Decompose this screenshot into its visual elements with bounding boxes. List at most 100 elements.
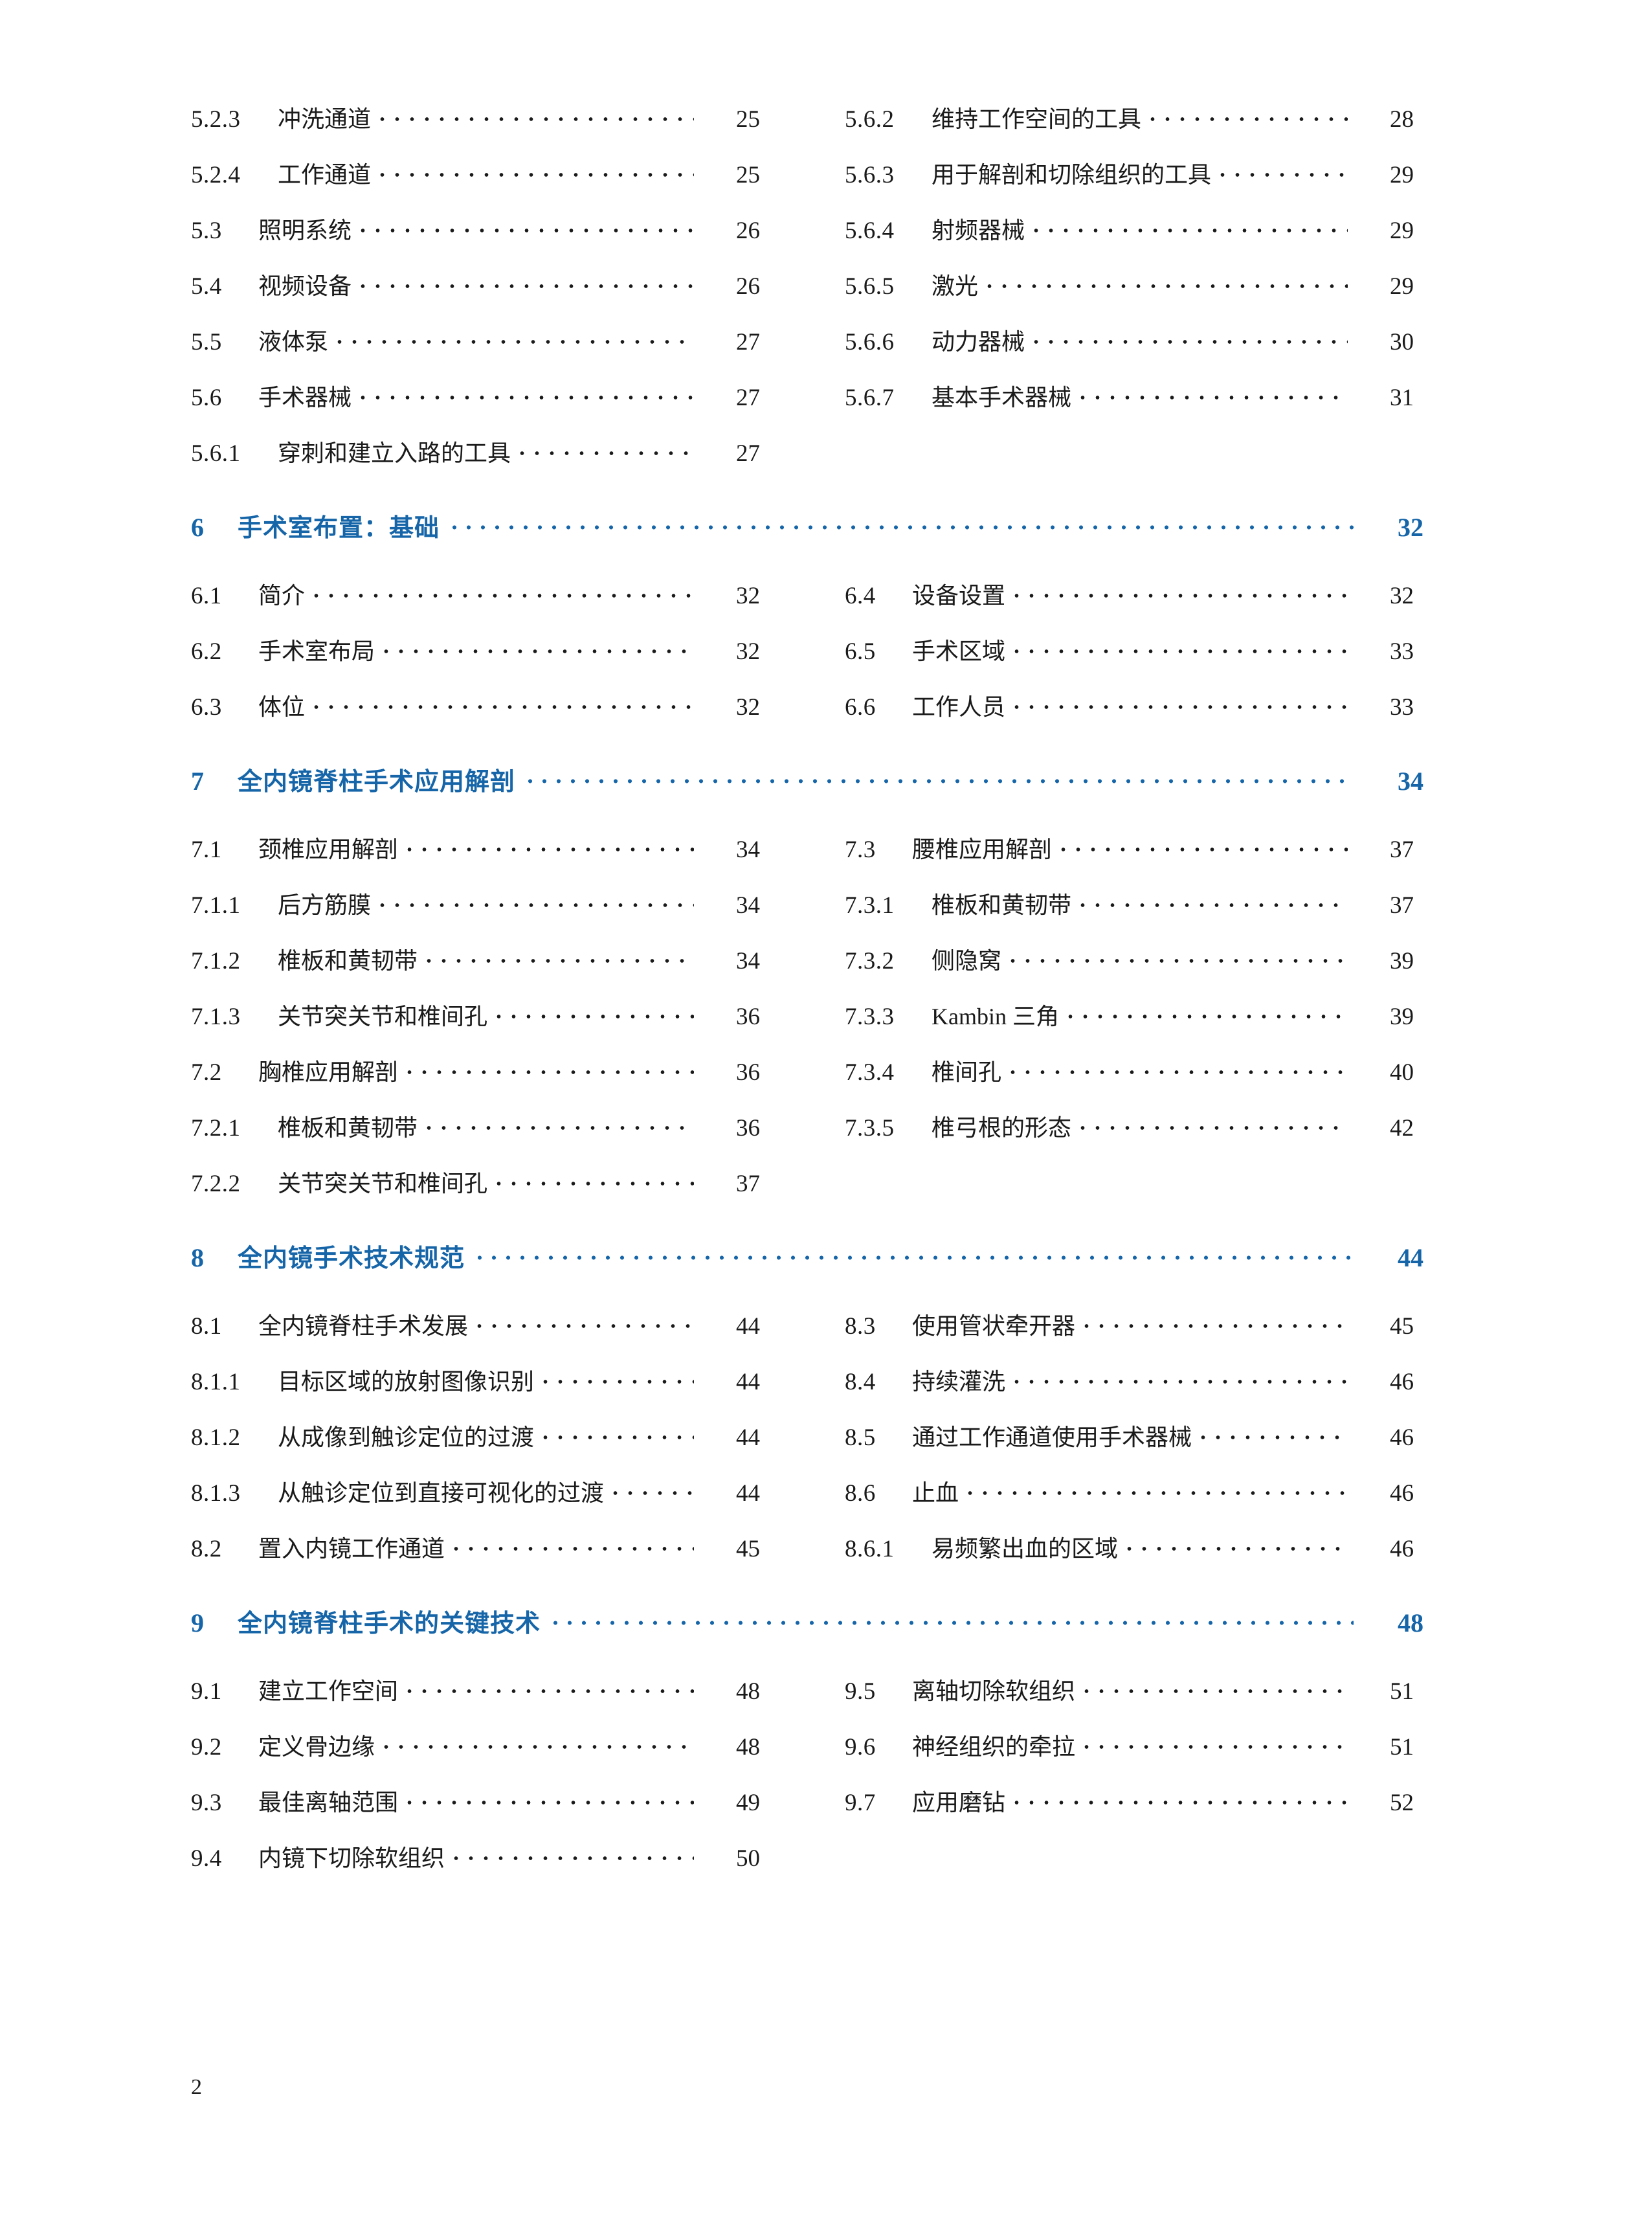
toc-block-chapter-9: 9 全内镜脊柱手术的关键技术 48 9.1 建立工作空间 48 9.5 离轴切除软组织 51 9.… — [191, 1603, 1427, 1898]
toc-entry[interactable]: 5.6.7 基本手术器械 31 — [845, 382, 1418, 438]
column-spacer — [764, 580, 845, 636]
dot-leader — [1009, 1787, 1348, 1810]
entry-number: 7.3.2 — [845, 948, 895, 974]
toc-entry[interactable]: 9.7 应用磨钻 52 — [845, 1787, 1418, 1843]
toc-entry[interactable]: 7.3.5 椎弓根的形态 42 — [845, 1112, 1418, 1168]
entry-number: 5.4 — [191, 273, 222, 300]
dot-leader — [1056, 834, 1348, 857]
toc-entry[interactable]: 5.6.5 激光 29 — [845, 271, 1418, 326]
entry-page-number: 46 — [1390, 1424, 1414, 1451]
toc-entry[interactable]: 5.2.4 工作通道 25 — [191, 159, 764, 215]
toc-entry[interactable]: 5.5 液体泵 27 — [191, 326, 764, 382]
column-spacer — [764, 1731, 845, 1787]
column-spacer — [1418, 636, 1499, 691]
toc-entry[interactable]: 7.3 腰椎应用解剖 37 — [845, 834, 1418, 890]
toc-entry[interactable]: 8.6.1 易频繁出血的区域 46 — [845, 1533, 1418, 1589]
toc-entry[interactable]: 9.3 最佳离轴范围 49 — [191, 1787, 764, 1843]
toc-entry[interactable]: 6.4 设备设置 32 — [845, 580, 1418, 636]
dot-leader — [1009, 636, 1348, 659]
toc-entry[interactable]: 5.6.2 维持工作空间的工具 28 — [845, 104, 1418, 159]
toc-entry[interactable]: 5.6.3 用于解剖和切除组织的工具 29 — [845, 159, 1418, 215]
toc-entry[interactable]: 9.1 建立工作空间 48 — [191, 1676, 764, 1731]
entry-title: 易频繁出血的区域 — [932, 1536, 1119, 1562]
toc-entry[interactable]: 8.6 止血 46 — [845, 1478, 1418, 1533]
column-spacer — [1418, 215, 1499, 271]
entry-number: 6.5 — [845, 638, 876, 665]
entry-page-number: 27 — [736, 329, 760, 355]
toc-block-chapter-5-continued: 5.2.3 冲洗通道 25 5.6.2 维持工作空间的工具 28 5.2.4 工作通道 25 5.… — [191, 104, 1427, 493]
toc-entry[interactable]: 7.3.2 侧隐窝 39 — [845, 945, 1418, 1001]
column-spacer — [1418, 382, 1499, 438]
toc-entry[interactable]: 7.2.1 椎板和黄韧带 36 — [191, 1112, 764, 1168]
toc-entry[interactable]: 5.6.1 穿刺和建立入路的工具 27 — [191, 438, 764, 493]
dot-leader — [608, 1478, 694, 1501]
dot-leader — [309, 580, 694, 603]
toc-entry[interactable]: 9.4 内镜下切除软组织 50 — [191, 1843, 764, 1898]
toc-entry[interactable]: 5.6.6 动力器械 30 — [845, 326, 1418, 382]
entry-title: 基本手术器械 — [932, 385, 1072, 411]
toc-entry-grid: 9.1 建立工作空间 48 9.5 离轴切除软组织 51 9.2 定义骨边缘 48 9.6 神经组织… — [191, 1676, 1427, 1898]
toc-entry[interactable]: 6.1 简介 32 — [191, 580, 764, 636]
toc-entry[interactable]: 9.5 离轴切除软组织 51 — [845, 1676, 1418, 1731]
toc-entry[interactable]: 8.5 通过工作通道使用手术器械 46 — [845, 1422, 1418, 1478]
column-spacer — [1418, 1731, 1499, 1787]
toc-entry[interactable]: 7.3.4 椎间孔 40 — [845, 1057, 1418, 1112]
entry-title: 腰椎应用解剖 — [912, 837, 1053, 863]
toc-entry[interactable]: 7.2 胸椎应用解剖 36 — [191, 1057, 764, 1112]
chapter-heading[interactable]: 6 手术室布置：基础 32 — [191, 508, 1427, 570]
toc-entry[interactable]: 9.6 神经组织的牵拉 51 — [845, 1731, 1418, 1787]
entry-number: 7.1.3 — [191, 1004, 241, 1030]
toc-entry[interactable]: 8.2 置入内镜工作通道 45 — [191, 1533, 764, 1589]
toc-entry[interactable]: 7.2.2 关节突关节和椎间孔 37 — [191, 1168, 764, 1224]
entry-page-number: 36 — [736, 1115, 760, 1141]
entry-title: 颈椎应用解剖 — [258, 837, 399, 863]
entry-number: 7.3.4 — [845, 1059, 895, 1086]
toc-entry[interactable]: 6.5 手术区域 33 — [845, 636, 1418, 691]
chapter-title: 全内镜脊柱手术的关键技术 — [238, 1609, 541, 1637]
toc-entry[interactable]: 8.4 持续灌洗 46 — [845, 1366, 1418, 1422]
entry-page-number: 29 — [1390, 273, 1414, 300]
toc-entry[interactable]: 6.6 工作人员 33 — [845, 691, 1418, 747]
toc-entry[interactable]: 8.1.2 从成像到触诊定位的过渡 44 — [191, 1422, 764, 1478]
entry-page-number: 31 — [1390, 385, 1414, 411]
toc-entry[interactable]: 7.1.3 关节突关节和椎间孔 36 — [191, 1001, 764, 1057]
toc-entry[interactable]: 9.2 定义骨边缘 48 — [191, 1731, 764, 1787]
toc-entry[interactable]: 8.1 全内镜脊柱手术发展 44 — [191, 1310, 764, 1366]
entry-number: 8.2 — [191, 1536, 222, 1562]
dot-leader — [355, 382, 694, 405]
entry-page-number: 46 — [1390, 1536, 1414, 1562]
entry-number: 5.6.7 — [845, 385, 895, 411]
toc-entry[interactable]: 5.3 照明系统 26 — [191, 215, 764, 271]
toc-entry[interactable]: 7.1.2 椎板和黄韧带 34 — [191, 945, 764, 1001]
entry-number: 5.6 — [191, 385, 222, 411]
toc-entry[interactable]: 8.1.3 从触诊定位到直接可视化的过渡 44 — [191, 1478, 764, 1533]
toc-entry[interactable]: 7.1.1 后方筋膜 34 — [191, 890, 764, 945]
dot-leader — [402, 1787, 694, 1810]
entry-title: 胸椎应用解剖 — [258, 1059, 399, 1086]
chapter-heading[interactable]: 9 全内镜脊柱手术的关键技术 48 — [191, 1603, 1427, 1665]
entry-title: 后方筋膜 — [278, 892, 372, 919]
toc-entry[interactable]: 6.3 体位 32 — [191, 691, 764, 747]
toc-entry[interactable]: 5.6 手术器械 27 — [191, 382, 764, 438]
entry-number: 9.1 — [191, 1678, 222, 1705]
chapter-title: 全内镜手术技术规范 — [238, 1244, 465, 1272]
column-spacer — [1418, 1112, 1499, 1168]
toc-entry[interactable]: 6.2 手术室布局 32 — [191, 636, 764, 691]
chapter-heading[interactable]: 7 全内镜脊柱手术应用解剖 34 — [191, 761, 1427, 824]
toc-entry[interactable]: 7.1 颈椎应用解剖 34 — [191, 834, 764, 890]
toc-entry[interactable]: 7.3.3 Kambin 三角 39 — [845, 1001, 1418, 1057]
entry-page-number: 39 — [1390, 948, 1414, 974]
toc-entry[interactable]: 7.3.1 椎板和黄韧带 37 — [845, 890, 1418, 945]
entry-page-number: 36 — [736, 1004, 760, 1030]
toc-entry[interactable]: 5.6.4 射频器械 29 — [845, 215, 1418, 271]
toc-entry[interactable]: 8.1.1 目标区域的放射图像识别 44 — [191, 1366, 764, 1422]
empty-cell — [845, 438, 1418, 493]
toc-entry[interactable]: 5.2.3 冲洗通道 25 — [191, 104, 764, 159]
column-spacer — [764, 1533, 845, 1589]
toc-entry[interactable]: 5.4 视频设备 26 — [191, 271, 764, 326]
toc-entry[interactable]: 8.3 使用管状牵开器 45 — [845, 1310, 1418, 1366]
column-spacer — [764, 1422, 845, 1478]
chapter-heading[interactable]: 8 全内镜手术技术规范 44 — [191, 1238, 1427, 1300]
entry-title: 手术室布局 — [258, 638, 375, 665]
entry-number: 7.1.1 — [191, 892, 241, 919]
